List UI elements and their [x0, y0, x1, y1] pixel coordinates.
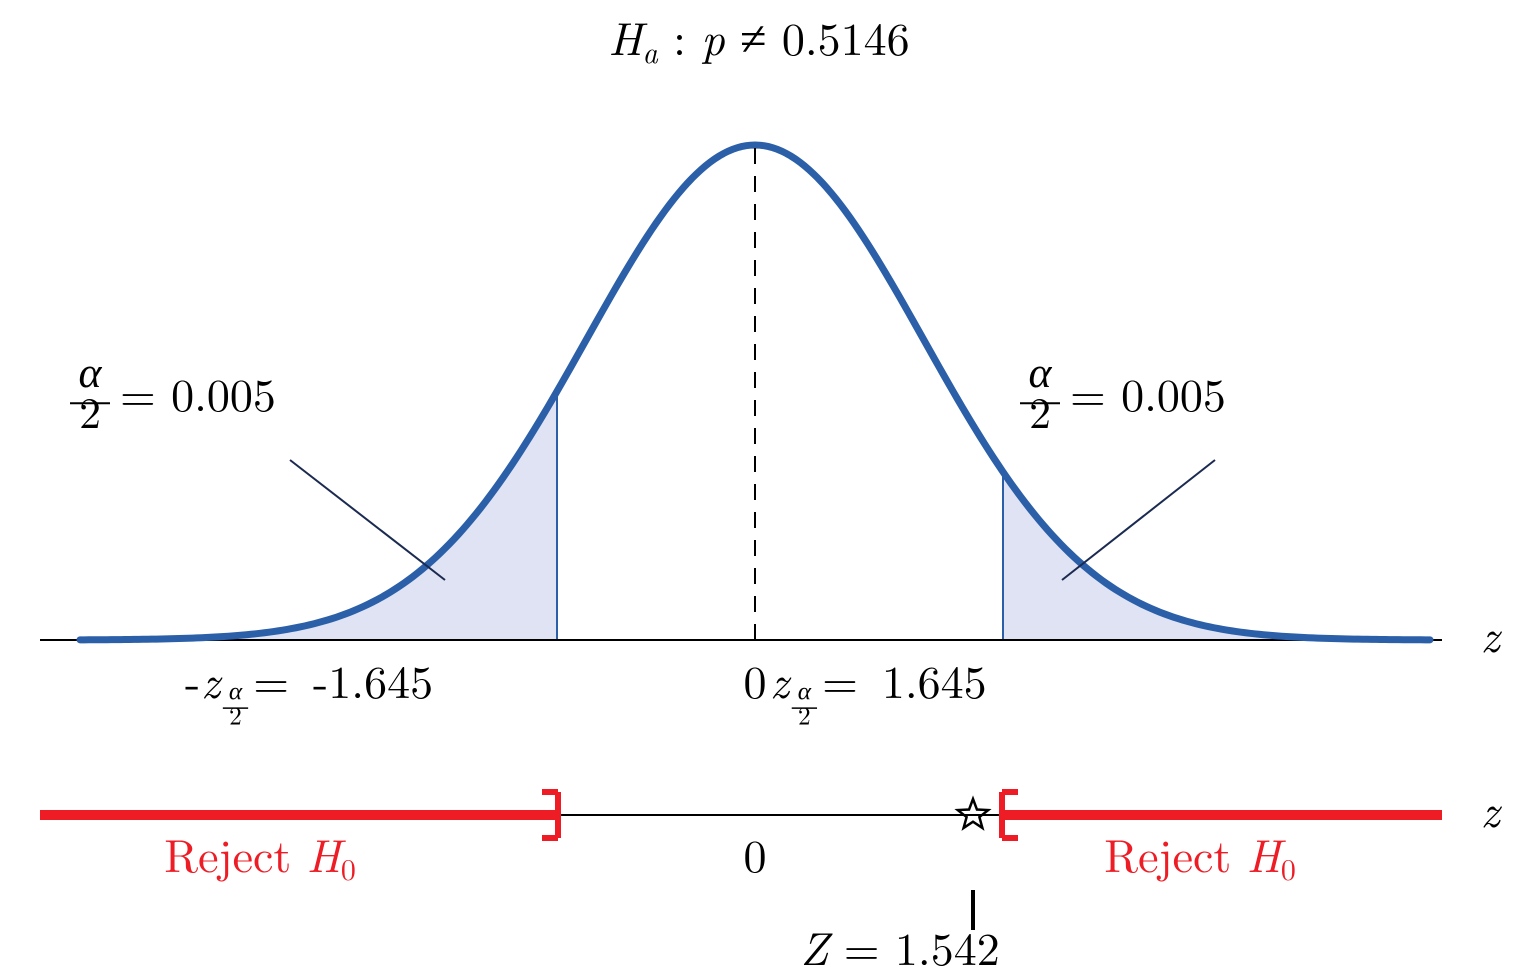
svg-text:1.645: 1.645 — [882, 647, 987, 712]
test-stat-star — [958, 799, 988, 828]
chart-svg: zHa : p ≠ 0.5146α2 = 0.005α2 = 0.0050-zα… — [0, 0, 1518, 976]
svg-text:z: z — [770, 647, 792, 712]
svg-text:= 0.005: = 0.005 — [120, 360, 276, 425]
svg-text:2: 2 — [1029, 379, 1051, 441]
upper-zero-label: 0 — [744, 647, 767, 712]
svg-text:2: 2 — [798, 697, 811, 733]
upper-z-axis-label: z — [1481, 601, 1503, 666]
alpha-label-right: α2 = 0.005 — [1020, 338, 1226, 441]
right-pointer — [1062, 460, 1215, 580]
svg-text:z: z — [201, 647, 223, 712]
svg-text:-1.645: -1.645 — [313, 647, 433, 712]
svg-text:=: = — [253, 647, 289, 712]
pos-critical-label: zα2 = 1.645 — [770, 647, 987, 733]
hypothesis-test-figure: zHa : p ≠ 0.5146α2 = 0.005α2 = 0.0050-zα… — [0, 0, 1518, 976]
left-pointer — [290, 460, 445, 580]
lower-z-axis-label: z — [1481, 776, 1503, 841]
figure-title: Ha : p ≠ 0.5146 — [608, 2, 909, 72]
neg-critical-label: -zα2 = -1.645 — [185, 647, 433, 733]
right-tail-fill — [1003, 472, 1430, 640]
left-tail-fill — [80, 391, 557, 640]
svg-text:= 0.005: = 0.005 — [1070, 360, 1226, 425]
svg-text:2: 2 — [229, 697, 242, 733]
reject-label-right: Reject H0 — [1104, 821, 1296, 889]
svg-text:2: 2 — [79, 379, 101, 441]
svg-text:-: - — [185, 647, 200, 712]
test-stat-label: Z = 1.542 — [800, 914, 999, 976]
lower-zero-label: 0 — [744, 821, 767, 886]
svg-text:=: = — [822, 647, 858, 712]
alpha-label-left: α2 = 0.005 — [70, 338, 276, 441]
reject-label-left: Reject H0 — [164, 821, 356, 889]
